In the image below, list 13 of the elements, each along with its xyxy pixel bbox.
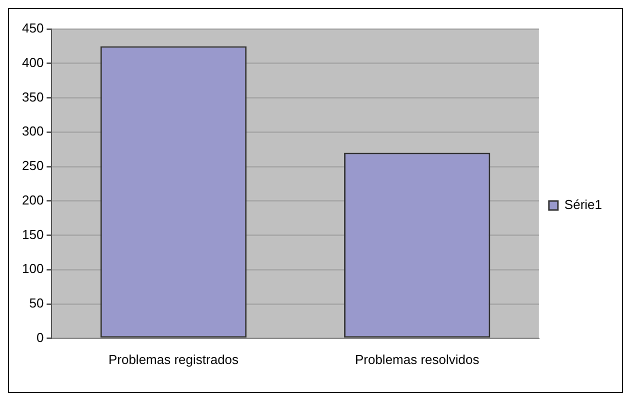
- legend-label: Série1: [564, 197, 602, 212]
- y-tick-label: 300: [22, 124, 44, 139]
- y-tick-label: 50: [29, 296, 44, 311]
- y-tick-label: 0: [36, 330, 44, 345]
- y-tick-label: 250: [22, 158, 44, 174]
- x-tick-label: Problemas registrados: [108, 352, 240, 367]
- x-tick-label: Problemas resolvidos: [354, 352, 480, 367]
- y-tick-label: 100: [22, 261, 44, 276]
- y-tick-label: 150: [22, 226, 44, 242]
- y-tick-label: 450: [22, 20, 44, 36]
- y-tick-label: 350: [22, 89, 44, 104]
- y-tick-label: 400: [22, 54, 44, 70]
- y-tick-label: 200: [22, 192, 44, 208]
